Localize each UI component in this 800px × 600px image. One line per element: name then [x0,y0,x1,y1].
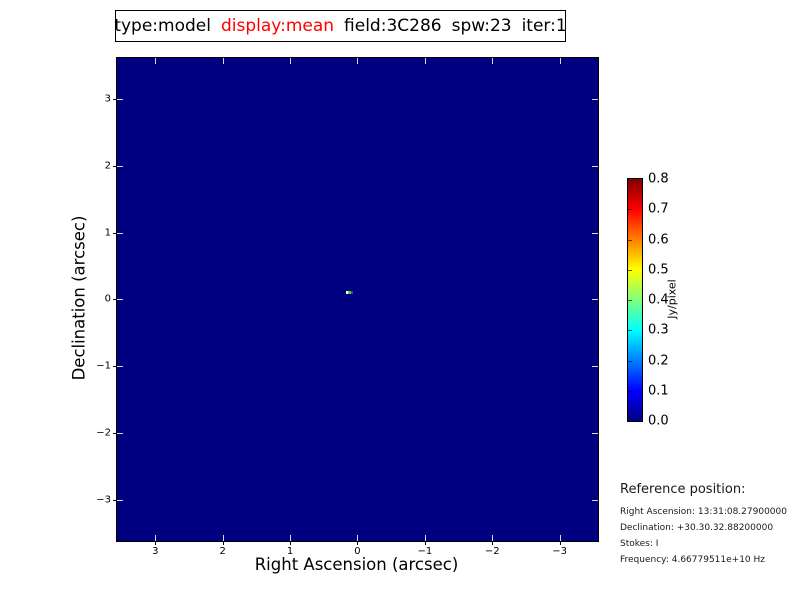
x-tick-mark [155,535,157,541]
colorbar-tick-label: 0.6 [648,232,669,247]
colorbar-tick-mark [628,300,632,301]
colorbar-tick-label: 0.3 [648,322,669,338]
source-pixel-green [347,291,351,295]
title-segment-type: type:model [114,16,211,36]
y-tick-mark [117,433,123,435]
y-tick-mark [113,165,117,167]
title-segment-iter: iter:1 [521,16,567,36]
x-tick-mark [424,541,426,545]
x-tick-mark [357,541,359,545]
y-tick-mark [592,299,598,301]
y-tick-label: 2 [104,160,111,172]
x-tick-mark [290,535,292,541]
colorbar-axis-label: Jy/pixel [665,279,679,319]
title-segment-display: display:mean [220,16,335,36]
x-tick-mark [222,58,224,64]
y-tick-label: 0 [104,293,111,305]
x-tick-mark [492,535,494,541]
y-axis-label: Declination (arcsec) [69,215,89,381]
x-tick-mark [357,58,359,64]
y-tick-mark [592,99,598,100]
y-tick-mark [592,433,598,435]
colorbar-tick-label: 0.0 [648,413,669,429]
x-tick-label: 0 [354,546,361,557]
x-tick-mark [155,58,157,64]
y-tick-mark [592,165,598,167]
x-tick-label: 2 [219,546,226,557]
y-tick-mark [113,433,117,435]
colorbar-tick-label: 0.4 [648,292,669,308]
y-tick-label: 1 [104,227,111,239]
reference-line-ra: Right Ascension: 13:31:08.27900000 [620,507,787,517]
x-tick-mark [492,58,494,64]
x-tick-label: −3 [552,546,567,557]
source-pixel-blue [350,291,353,295]
colorbar-tick-mark [628,390,632,392]
colorbar-tick-mark [628,360,632,362]
x-tick-mark [222,541,224,545]
y-tick-mark [117,165,123,167]
y-tick-mark [592,499,598,501]
x-tick-mark [559,58,561,64]
x-tick-mark [357,535,359,541]
x-axis-label: Right Ascension (arcsec) [254,555,459,574]
colorbar-tick-mark [628,269,632,271]
x-tick-mark [492,541,494,545]
y-tick-mark [117,499,123,501]
colorbar-tick-label: 0.2 [648,353,669,368]
y-tick-mark [592,232,598,234]
y-tick-mark [113,232,117,234]
reference-heading: Reference position: [620,482,746,497]
y-tick-mark [117,366,123,368]
x-tick-label: −2 [484,546,500,557]
x-tick-mark [559,541,561,545]
x-tick-label: 3 [152,546,159,557]
y-tick-mark [117,99,123,100]
colorbar-tick-mark [628,209,632,211]
x-tick-mark [559,535,561,541]
y-tick-mark [117,299,123,301]
y-tick-mark [113,366,117,368]
y-tick-label: −2 [96,427,111,439]
title-box: type:model display:mean field:3C286 spw:… [114,10,567,42]
x-tick-mark [424,535,426,541]
reference-line-dec: Declination: +30.30.32.88200000 [620,523,774,533]
colorbar-tick-label: 0.7 [648,201,669,217]
colorbar-tick-mark [628,330,632,332]
x-tick-label: −1 [417,546,433,557]
x-tick-mark [222,535,224,541]
y-tick-mark [113,499,117,501]
x-tick-label: 1 [286,546,294,557]
source-pixel-white [345,291,348,295]
colorbar-tick-label: 0.5 [648,262,669,278]
x-tick-mark [424,58,426,64]
y-tick-mark [113,99,117,100]
point-source [345,291,353,295]
colorbar-tick-label: 0.1 [648,383,669,399]
y-tick-label: 3 [104,93,111,105]
x-tick-mark [155,541,157,545]
colorbar-tick-mark [628,239,632,241]
colorbar: 0.8 0.7 0.6 0.5 0.4 0.3 0.2 0.1 0.0 [627,172,669,429]
image-plot: 3 2 1 0 −1 −2 −3 3 2 1 0 −1 −2 −3 [96,57,599,557]
title-segment-field: field:3C286 [344,16,442,36]
reference-line-stokes: Stokes: I [620,539,659,549]
y-tick-label: −1 [96,360,111,372]
y-tick-label: −3 [96,494,111,506]
title-segment-spw: spw:23 [451,16,512,36]
y-tick-mark [113,299,117,301]
x-tick-mark [290,58,292,64]
colorbar-tick-label: 0.8 [648,171,669,187]
y-tick-mark [592,366,598,368]
x-tick-mark [290,541,292,545]
reference-block: Reference position: Right Ascension: 13:… [620,482,787,568]
y-tick-mark [117,232,123,234]
reference-line-frequency: Frequency: 4.66779511e+10 Hz [620,555,766,565]
